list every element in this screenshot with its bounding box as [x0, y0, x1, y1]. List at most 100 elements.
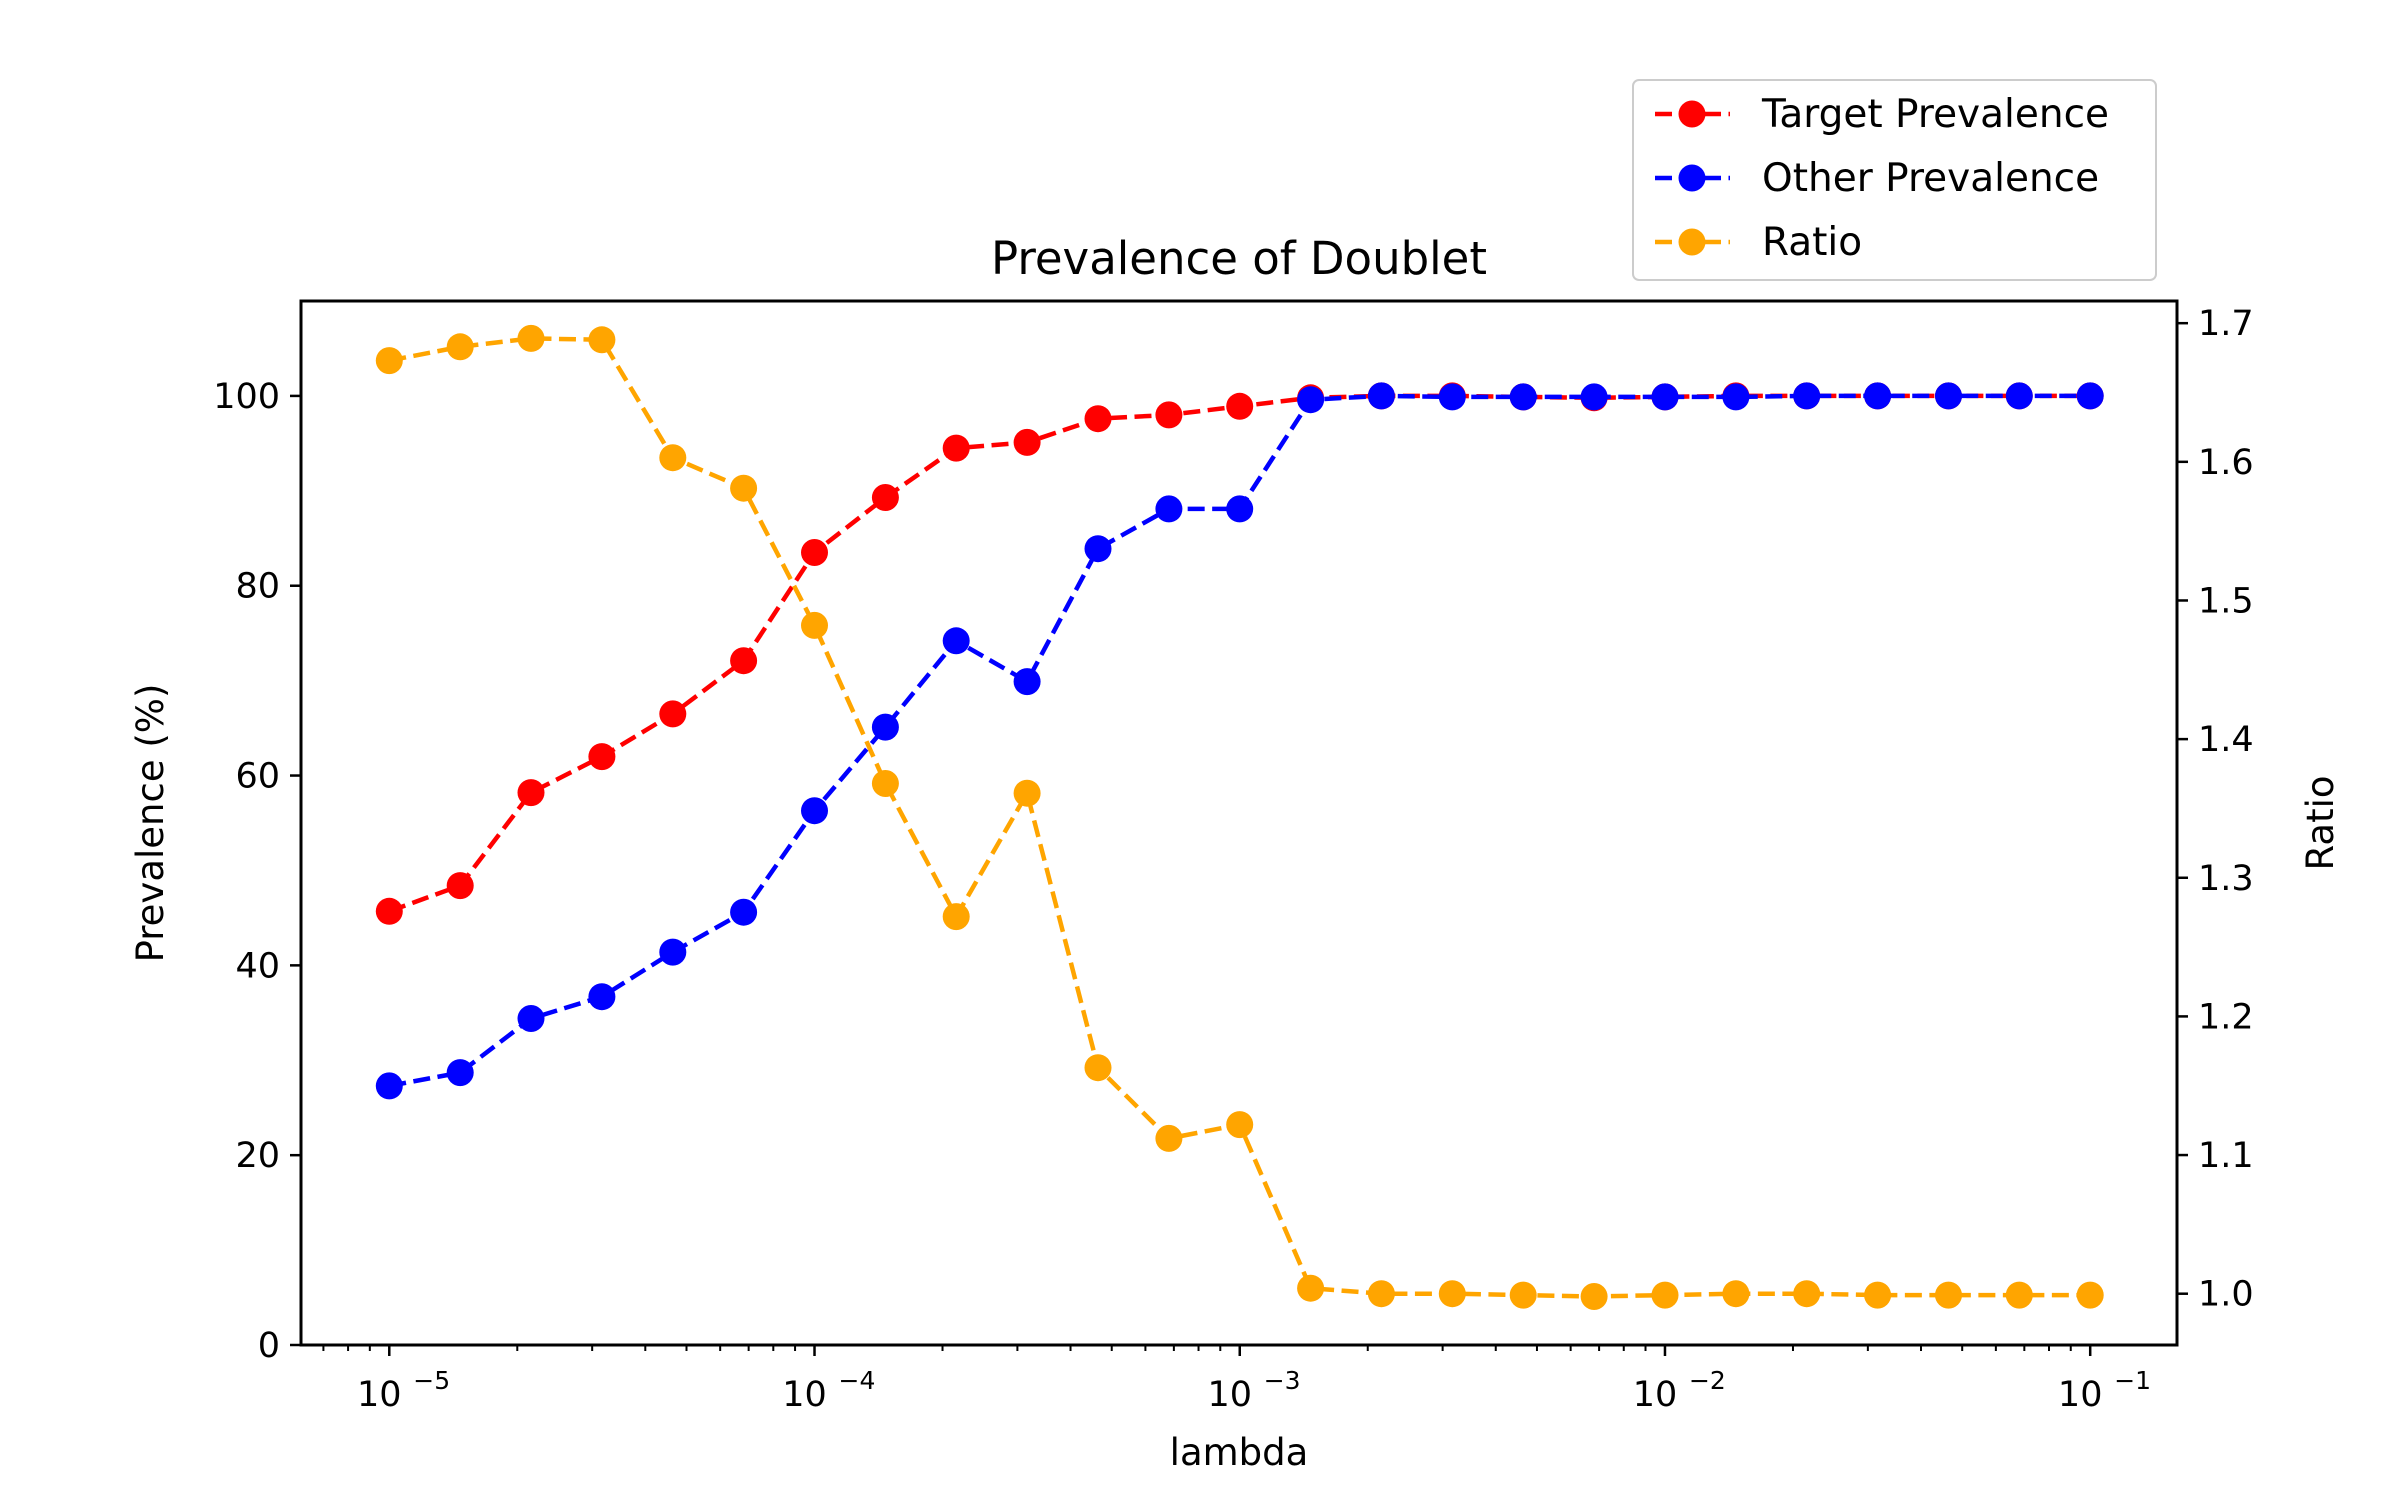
legend-box	[1632, 79, 2157, 281]
data-point	[1864, 1281, 1892, 1309]
legend-label: Ratio	[1762, 220, 1862, 265]
series-1	[375, 382, 2104, 1100]
plot-frame	[299, 299, 2179, 1347]
y-tick-label: 100	[213, 377, 280, 417]
data-point	[1226, 392, 1254, 420]
series-2	[375, 324, 2104, 1310]
y2-axis-ticks: 1.0 1.1 1.2 1.3 1.4 1.5 1.6 1.7	[2177, 304, 2254, 1315]
data-point	[2076, 382, 2104, 410]
y-tick-label: 40	[235, 946, 280, 986]
data-point	[517, 324, 545, 352]
data-point	[1013, 428, 1041, 456]
data-point	[1509, 1281, 1537, 1309]
legend: Target Prevalence Other Prevalence Ratio	[1632, 79, 2157, 281]
legend-marker	[1678, 100, 1706, 128]
chart-title: Prevalence of Doublet	[991, 232, 1487, 285]
data-point	[1297, 1274, 1325, 1302]
data-point	[942, 434, 970, 462]
y2-tick-label: 1.0	[2198, 1275, 2254, 1315]
y-axis-ticks: 0 20 40 60 80 100	[213, 377, 301, 1366]
data-point	[1651, 1281, 1679, 1309]
data-point	[2076, 1281, 2104, 1309]
legend-entry-1: Other Prevalence	[1655, 156, 2099, 201]
data-point	[871, 770, 899, 797]
data-point	[1935, 382, 1962, 410]
data-point	[1438, 383, 1466, 411]
y2-tick-label: 1.2	[2198, 997, 2254, 1037]
y2-tick-label: 1.4	[2198, 720, 2254, 760]
data-point	[659, 700, 687, 728]
data-point	[1013, 779, 1041, 807]
data-point	[1084, 535, 1112, 563]
series-0	[375, 382, 2104, 925]
data-point	[1155, 495, 1183, 523]
data-point	[517, 779, 545, 807]
y-axis-label: Prevalence (%)	[129, 684, 172, 963]
data-point	[730, 474, 758, 502]
data-point	[801, 539, 828, 566]
data-point	[871, 713, 899, 741]
data-point	[446, 872, 474, 900]
data-point	[1297, 386, 1325, 414]
y2-tick-label: 1.7	[2198, 304, 2254, 344]
series-layer	[375, 324, 2104, 1310]
data-point	[1509, 383, 1537, 411]
legend-marker	[1678, 164, 1706, 192]
y2-tick-label: 1.1	[2198, 1136, 2254, 1176]
x-tick-label: 10	[2058, 1375, 2103, 1415]
data-point	[1155, 1124, 1183, 1152]
y2-tick-label: 1.3	[2198, 859, 2254, 899]
x-tick-exponent: −1	[2114, 1366, 2151, 1395]
data-point	[871, 484, 899, 511]
data-point	[588, 743, 616, 771]
x-tick-exponent: −4	[839, 1366, 876, 1395]
legend-entry-2: Ratio	[1655, 220, 1862, 265]
data-point	[1226, 1111, 1254, 1139]
data-point	[588, 326, 616, 354]
y2-tick-label: 1.5	[2198, 581, 2254, 621]
data-point	[942, 627, 970, 655]
data-point	[1722, 383, 1750, 411]
data-point	[446, 1059, 474, 1087]
data-point	[1722, 1280, 1750, 1308]
data-point	[1580, 1283, 1608, 1310]
data-point	[1084, 1054, 1112, 1082]
data-point	[588, 983, 616, 1011]
y-tick-label: 0	[258, 1326, 280, 1366]
data-point	[1580, 383, 1608, 411]
legend-entry-0: Target Prevalence	[1655, 92, 2109, 137]
x-tick-exponent: −3	[1264, 1366, 1301, 1395]
data-point	[1084, 405, 1112, 433]
data-point	[730, 898, 758, 926]
x-tick-label: 10	[357, 1375, 402, 1415]
data-point	[730, 647, 758, 675]
x-tick-label: 10	[1207, 1375, 1252, 1415]
data-point	[1651, 383, 1679, 411]
data-point	[801, 611, 828, 639]
x-axis-ticks: 10 −5 10 −4 10 −3 10 −2 10 −1	[322, 1345, 2151, 1415]
legend-label: Target Prevalence	[1761, 92, 2109, 137]
x-axis-label: lambda	[1170, 1431, 1309, 1474]
y-tick-label: 20	[235, 1136, 280, 1176]
legend-label: Other Prevalence	[1762, 156, 2099, 201]
data-point	[375, 897, 403, 925]
data-point	[1367, 382, 1395, 410]
x-tick-label: 10	[1633, 1375, 1678, 1415]
data-point	[1367, 1280, 1395, 1308]
y2-tick-label: 1.6	[2198, 443, 2254, 483]
data-point	[1438, 1280, 1466, 1308]
data-point	[1226, 495, 1254, 523]
y2-axis-label: Ratio	[2299, 776, 2342, 871]
x-tick-exponent: −5	[413, 1366, 450, 1395]
data-point	[375, 347, 403, 375]
series-line	[388, 393, 2091, 914]
data-point	[801, 797, 828, 825]
y-tick-label: 80	[235, 567, 280, 607]
data-point	[1155, 401, 1183, 429]
data-point	[1013, 668, 1041, 696]
data-point	[2005, 1281, 2033, 1309]
data-point	[1793, 1280, 1821, 1308]
data-point	[1864, 382, 1892, 410]
data-point	[659, 938, 687, 966]
